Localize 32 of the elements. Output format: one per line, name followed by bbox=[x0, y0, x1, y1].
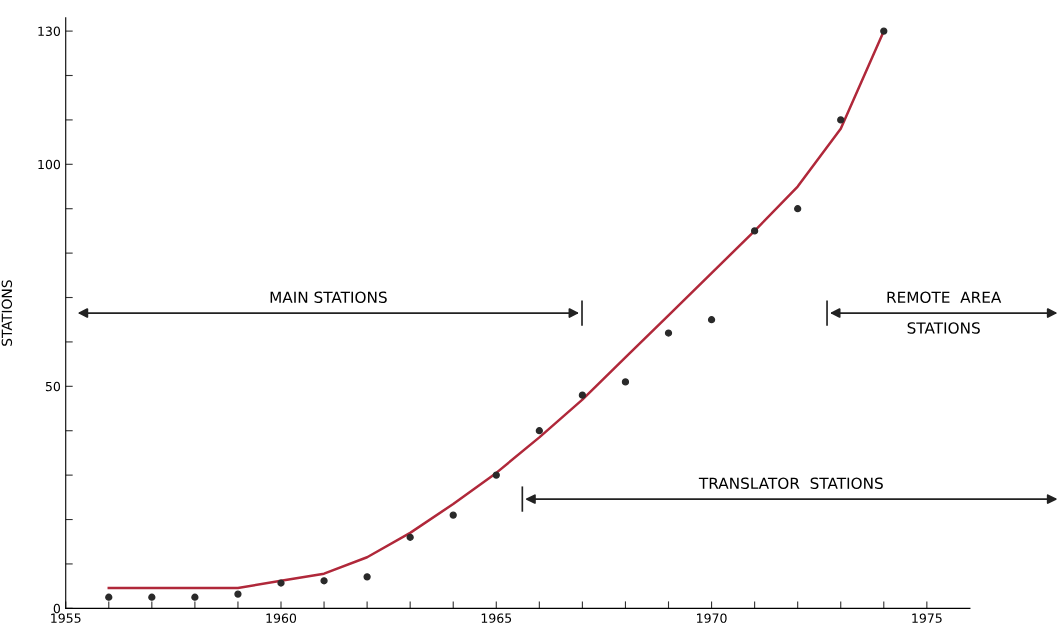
point bbox=[105, 593, 113, 601]
point bbox=[234, 590, 242, 598]
point bbox=[277, 579, 285, 587]
point bbox=[363, 573, 371, 581]
point bbox=[406, 533, 414, 541]
x-tick-label: 1965 bbox=[481, 613, 512, 623]
text: REMOTE AREA STATIONS bbox=[887, 291, 1002, 334]
annotation: MAIN STATIONS bbox=[270, 291, 387, 304]
point bbox=[750, 227, 759, 235]
point bbox=[664, 329, 673, 337]
point bbox=[837, 116, 845, 124]
point bbox=[191, 593, 199, 601]
point bbox=[320, 577, 328, 585]
y-tick-label: 130 bbox=[38, 26, 61, 37]
x-tick-label: 1975 bbox=[912, 613, 942, 623]
x-tick-label: 1955 bbox=[51, 613, 81, 623]
point bbox=[707, 316, 716, 324]
point bbox=[794, 205, 802, 213]
x-tick-label: 1970 bbox=[697, 613, 727, 623]
point bbox=[621, 378, 630, 386]
y-tick-label: 0 bbox=[53, 603, 61, 614]
annotation: TRANSLATOR STATIONS bbox=[698, 477, 883, 490]
point bbox=[148, 593, 156, 601]
point bbox=[880, 27, 888, 35]
y-tick-label: 100 bbox=[38, 159, 61, 170]
point bbox=[492, 471, 500, 479]
x-tick-label: 1960 bbox=[266, 613, 297, 623]
y-axis-title: STATIONS bbox=[1, 280, 13, 346]
point bbox=[449, 511, 457, 519]
point bbox=[578, 391, 587, 399]
point bbox=[535, 427, 543, 435]
y-tick-label: 50 bbox=[45, 381, 61, 392]
